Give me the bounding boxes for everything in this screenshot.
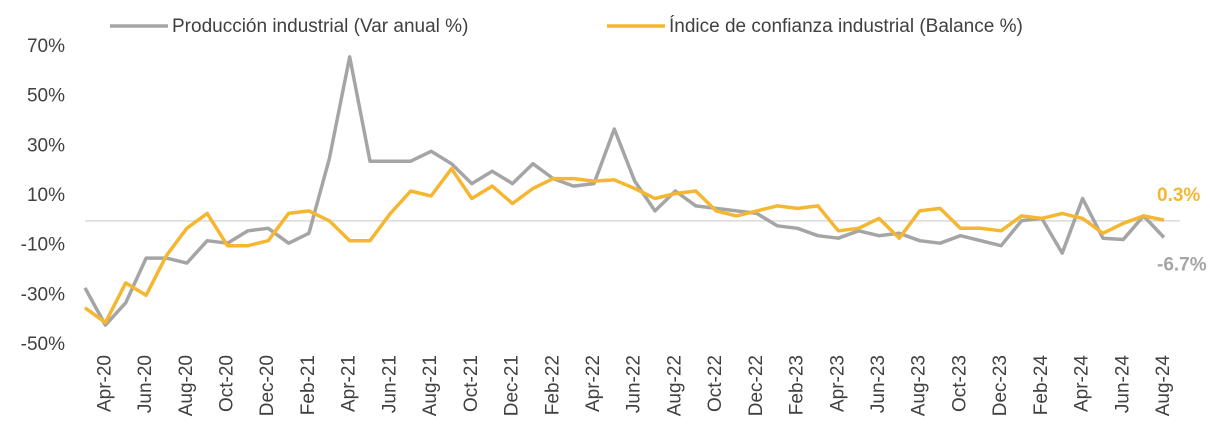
x-tick-label: Feb-24 [1031,355,1052,416]
series-line [83,55,1166,327]
end-label: 0.3% [1157,185,1200,206]
x-tick-label: Jun-23 [868,355,889,413]
x-tick-label: Apr-21 [339,355,360,412]
x-tick-label: Aug-23 [909,355,930,416]
legend-label: Producción industrial (Var anual %) [172,16,468,37]
x-tick-label: Feb-22 [542,355,563,415]
x-tick-label: Aug-20 [176,355,197,416]
x-tick-label: Aug-24 [1153,355,1174,417]
x-tick-label: Aug-21 [420,355,441,416]
x-tick-label: Jun-20 [135,355,156,413]
x-tick-label: Feb-21 [298,355,319,415]
y-tick-label: -10% [21,235,65,256]
x-tick-label: Aug-22 [664,355,685,416]
y-tick-label: 30% [27,135,65,156]
x-tick-label: Jun-24 [1112,355,1133,414]
series-line [83,166,1165,325]
x-tick-label: Apr-24 [1072,355,1093,412]
x-tick-label: Oct-21 [461,355,482,412]
legend-label: Índice de confianza industrial (Balance … [669,16,1023,37]
end-label: -6.7% [1157,254,1207,275]
y-tick-label: -50% [21,334,65,355]
y-tick-label: 10% [27,185,65,206]
y-tick-label: 70% [27,36,65,57]
x-tick-label: Apr-23 [827,355,848,412]
x-tick-label: Apr-22 [583,355,604,412]
x-tick-label: Dec-21 [502,355,523,416]
x-tick-label: Apr-20 [94,355,115,412]
x-tick-label: Oct-20 [217,355,238,412]
y-tick-label: -30% [21,284,65,305]
x-tick-label: Feb-23 [787,355,808,415]
y-tick-label: 50% [27,86,65,107]
x-tick-label: Oct-23 [949,355,970,412]
x-tick-label: Dec-20 [257,355,278,416]
x-tick-label: Dec-23 [990,355,1011,416]
x-tick-label: Dec-22 [746,355,767,416]
x-tick-label: Jun-22 [624,355,645,413]
x-tick-label: Oct-22 [705,355,726,412]
x-tick-label: Jun-21 [379,355,400,413]
